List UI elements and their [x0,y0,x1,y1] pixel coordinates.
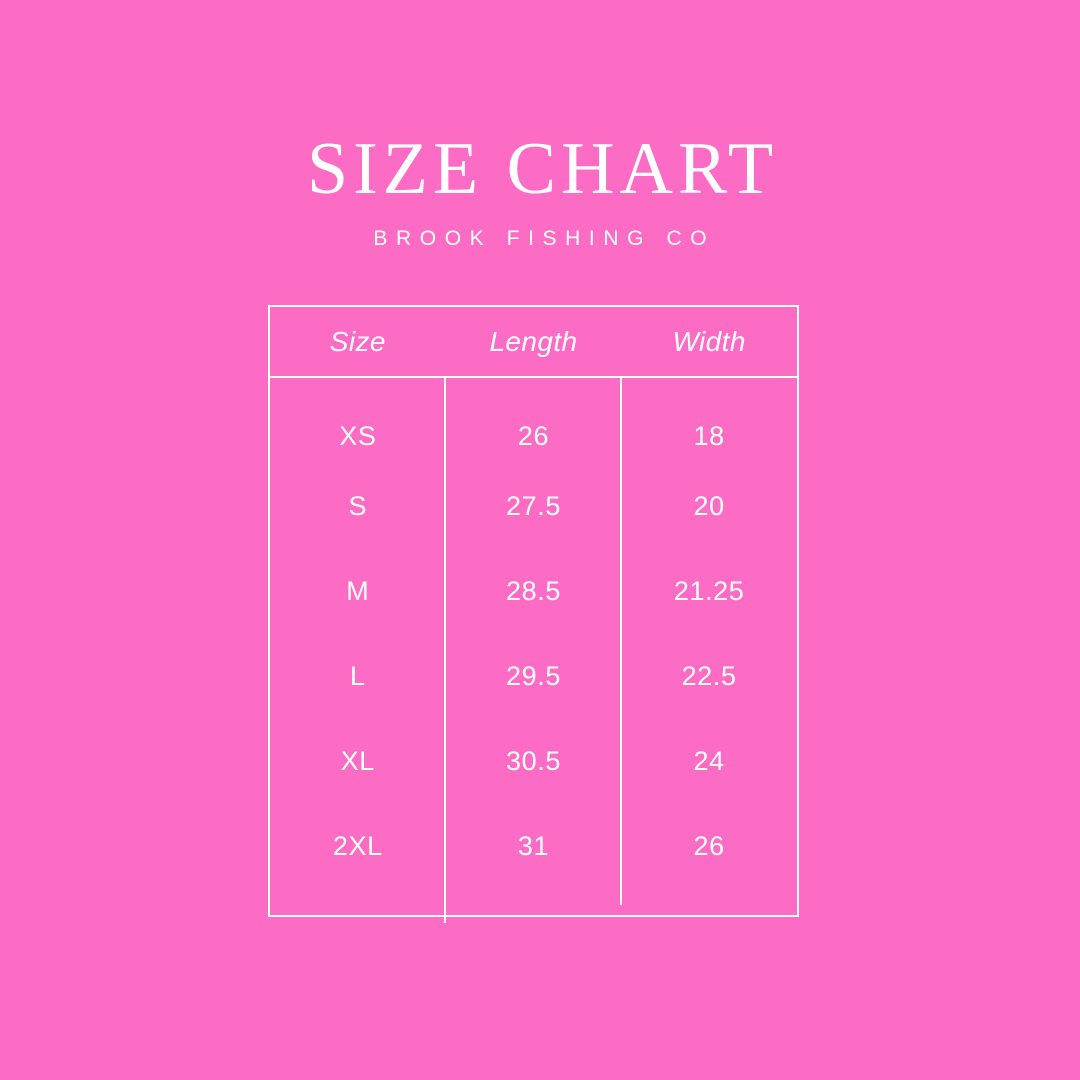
column-divider-1 [444,378,446,923]
cell-length: 30.5 [506,745,561,776]
cell-width: 20 [693,490,725,521]
cell-width: 26 [693,830,725,861]
table-row: M 28.5 21.25 [270,548,797,633]
cell-width: 22.5 [681,660,737,691]
cell-width: 21.25 [673,575,745,606]
heading-block: SIZE CHART BROOK FISHING CO [0,126,1080,254]
cell-size: XL [340,745,375,776]
table-row: XS 26 18 [270,378,797,463]
table-row: L 29.5 22.5 [270,633,797,718]
column-header-size-label: Size [329,325,386,357]
brand-subtitle: BROOK FISHING CO [373,227,716,250]
cell-length: 29.5 [506,660,561,691]
cell-size: S [348,490,368,521]
size-chart-table: Size Length Width XS 26 18 S 27.5 [268,305,799,923]
cell-length: 31 [517,830,550,861]
table-header-row: Size Length Width [270,307,797,378]
cell-size: 2XL [332,830,383,861]
cell-length: 26 [517,421,550,451]
column-header-length-label: Length [489,325,578,357]
cell-width: 18 [693,421,725,451]
column-header-width: Width [621,326,797,358]
table-row: 2XL 31 26 [270,803,797,888]
column-header-length: Length [446,326,622,358]
cell-length: 27.5 [506,490,561,521]
cell-size: XS [339,421,377,451]
table-row: XL 30.5 24 [270,718,797,803]
table-body: XS 26 18 S 27.5 20 M 28.5 21.25 L 29.5 [270,378,797,923]
cell-size: L [350,660,366,691]
page-title: SIZE CHART [306,128,779,210]
table-rows: XS 26 18 S 27.5 20 M 28.5 21.25 L 29.5 [270,378,797,915]
table-row: S 27.5 20 [270,463,797,548]
column-header-size: Size [270,326,446,358]
cell-width: 24 [693,745,725,776]
column-divider-2 [620,378,622,905]
column-header-width-label: Width [672,325,746,357]
cell-size: M [346,575,370,606]
cell-length: 28.5 [506,575,561,606]
